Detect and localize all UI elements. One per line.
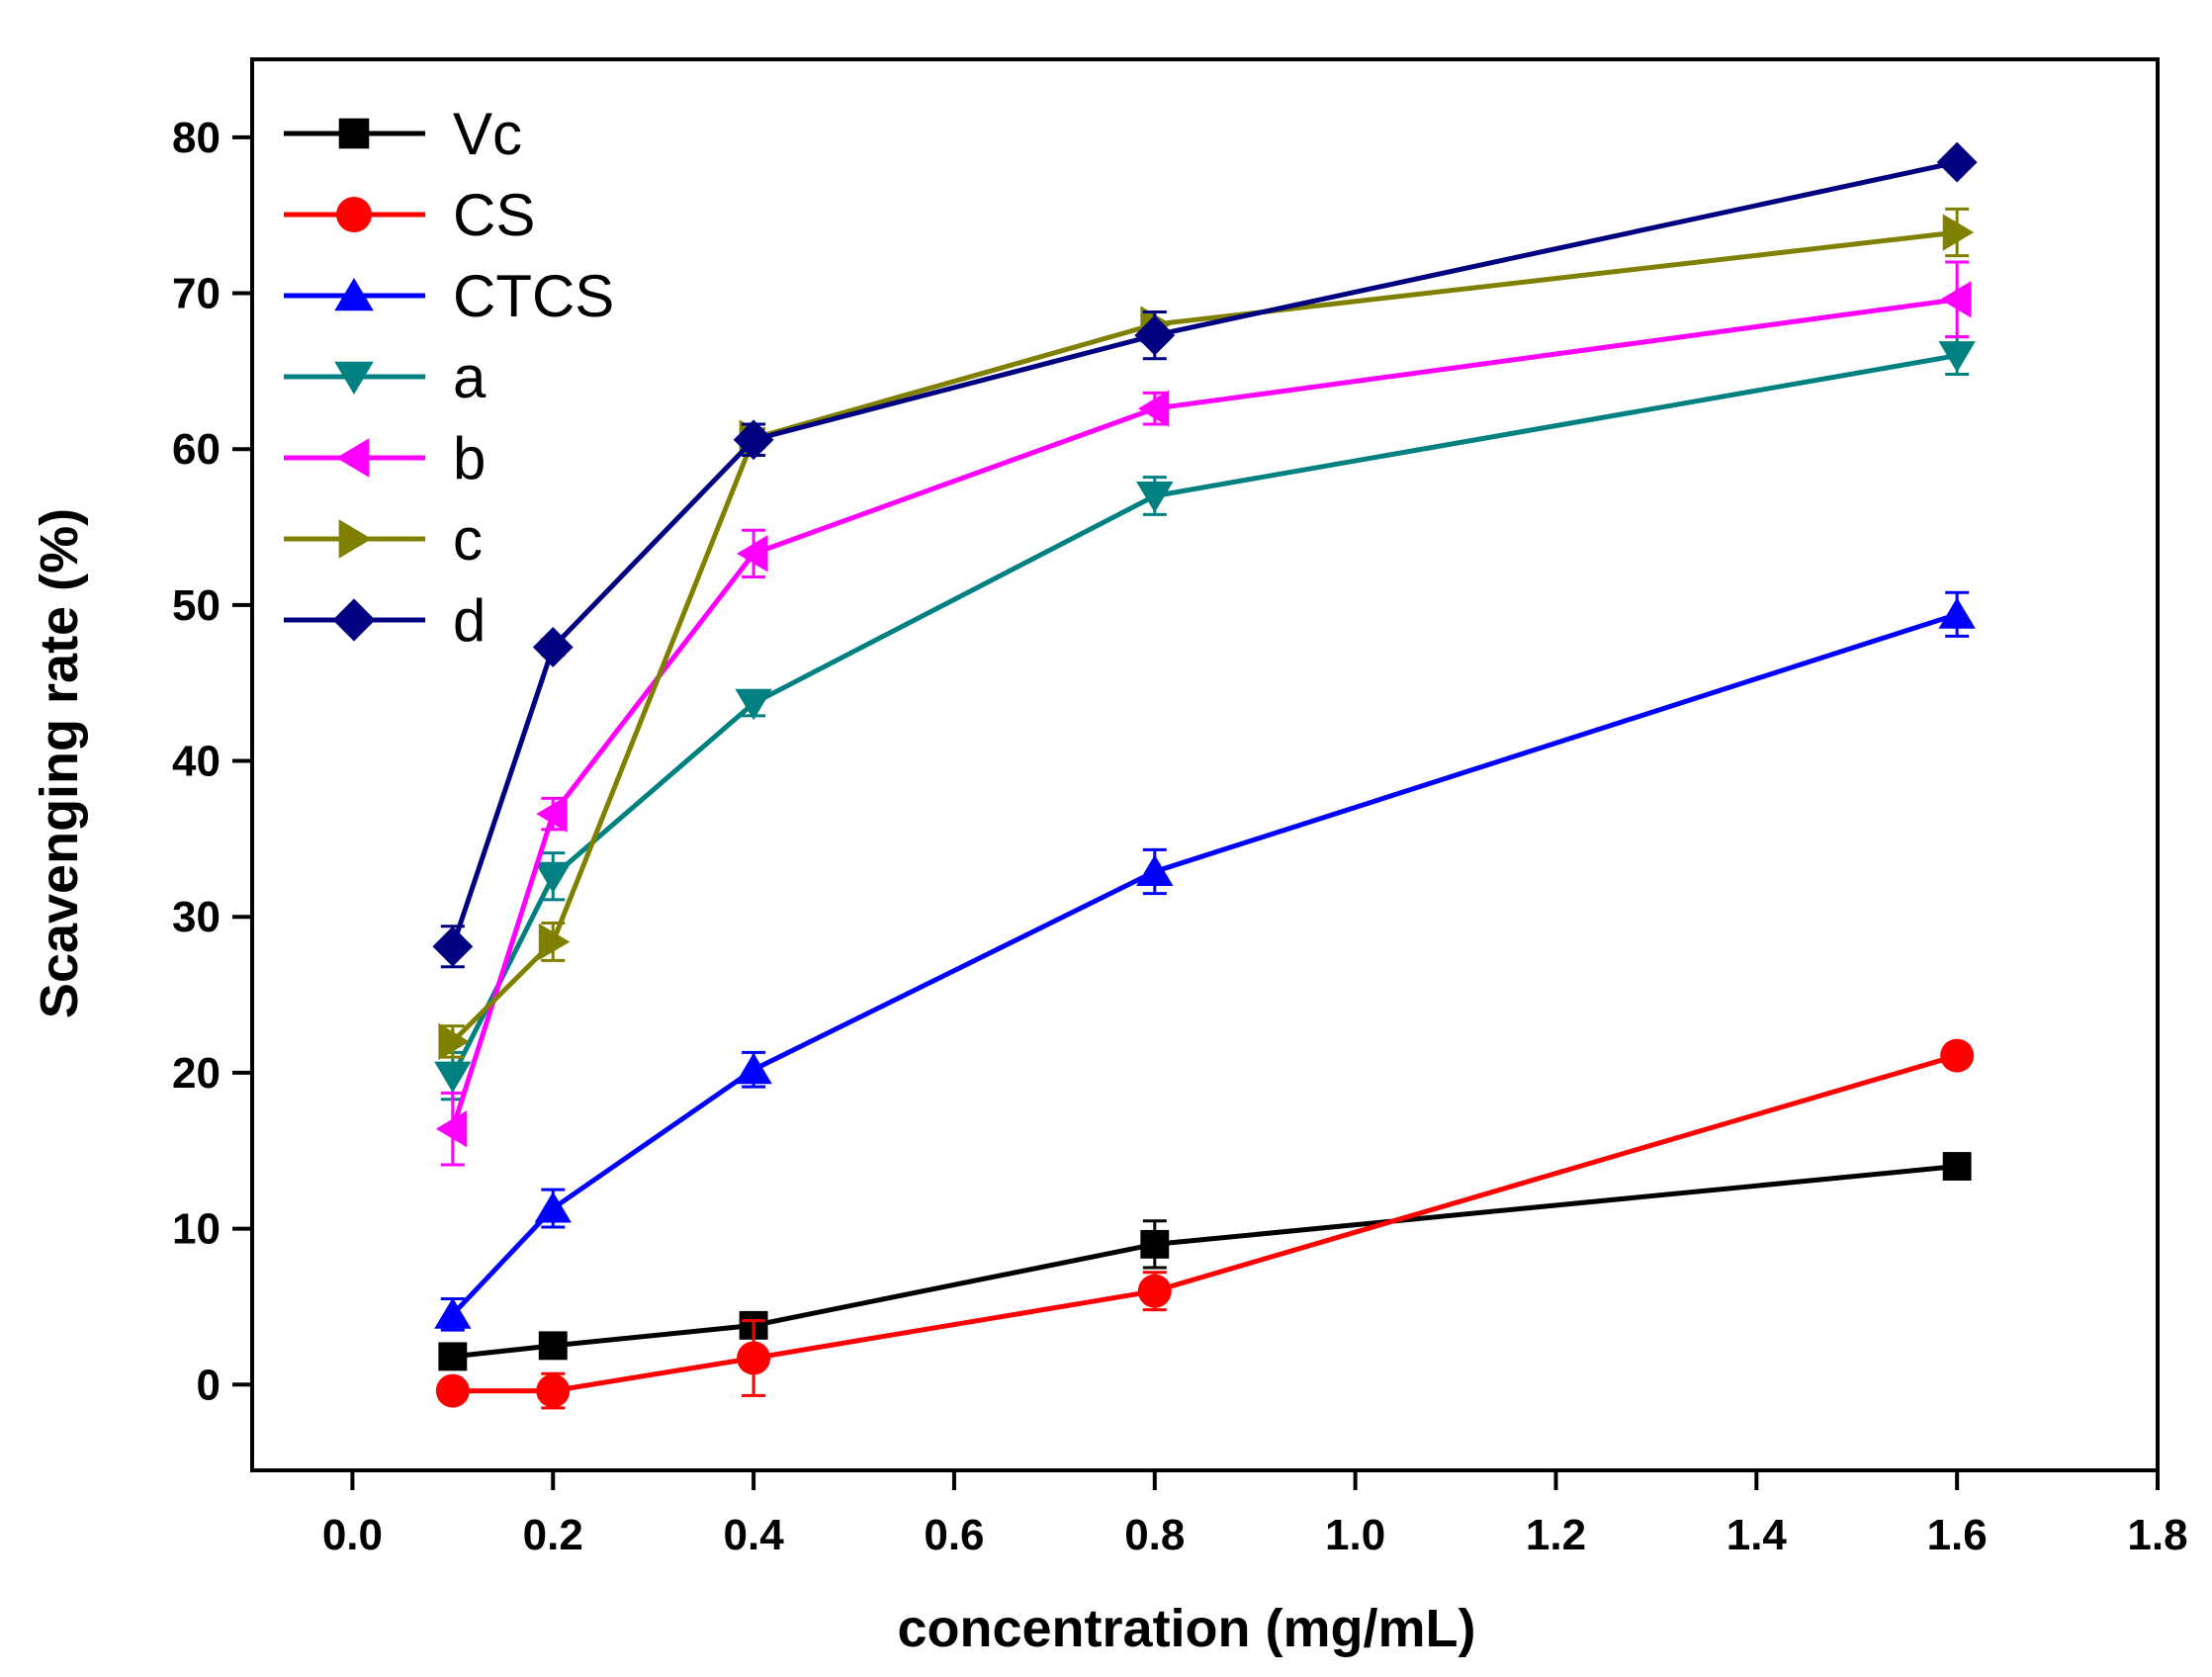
data-point-ctcs — [434, 1297, 472, 1329]
legend-marker-a — [334, 361, 374, 395]
x-tick-label: 1.6 — [1927, 1511, 1988, 1559]
legend-item-vc: Vc — [284, 101, 522, 167]
data-point-b — [1940, 281, 1972, 318]
data-point-cs — [536, 1373, 571, 1408]
data-point-d — [1936, 141, 1978, 183]
data-point-d — [1134, 314, 1176, 356]
data-point-vc — [1942, 1152, 1972, 1181]
series-line-ctcs — [451, 611, 1958, 1317]
legend-label-d: d — [453, 587, 486, 654]
data-point-b — [435, 1109, 468, 1148]
data-point-d — [432, 926, 474, 967]
data-point-b — [1137, 390, 1170, 427]
legend-item-d: d — [284, 587, 486, 654]
legend-item-c: c — [284, 506, 483, 573]
x-tick-label: 1.4 — [1726, 1511, 1788, 1559]
data-point-a — [735, 688, 772, 721]
legend-label-ctcs: CTCS — [453, 263, 614, 329]
data-point-c — [438, 1022, 470, 1061]
x-tick-label: 1.0 — [1325, 1511, 1385, 1559]
series-vc — [438, 1152, 1972, 1371]
series-ctcs — [434, 590, 1976, 1332]
x-tick-label: 0.6 — [924, 1511, 984, 1559]
series-d — [432, 141, 1978, 969]
series-a — [434, 335, 1976, 1102]
data-point-a — [1938, 341, 1976, 373]
y-tick-label: 50 — [172, 581, 221, 630]
y-tick-label: 0 — [197, 1361, 221, 1409]
legend-label-cs: CS — [453, 182, 535, 248]
x-tick-label: 1.8 — [2127, 1511, 2187, 1559]
y-tick-label: 70 — [172, 270, 221, 318]
data-point-vc — [438, 1342, 468, 1371]
data-point-b — [536, 795, 568, 833]
x-tick-label: 0.0 — [322, 1511, 383, 1559]
y-tick-label: 40 — [172, 738, 221, 786]
data-point-ctcs — [735, 1052, 772, 1085]
data-point-d — [532, 627, 574, 667]
series-b — [435, 260, 1972, 1167]
series-line-d — [450, 159, 1958, 947]
legend-item-cs: CS — [284, 182, 535, 248]
plot-frame — [250, 57, 2160, 1472]
y-tick-label: 20 — [172, 1049, 221, 1098]
data-point-a — [1136, 482, 1174, 513]
series-line-cs — [452, 1053, 1958, 1394]
y-tick-label: 10 — [172, 1205, 221, 1254]
x-axis-title: concentration (mg/mL) — [897, 1599, 1475, 1658]
legend-label-vc: Vc — [453, 101, 522, 167]
series-line-vc — [452, 1164, 1958, 1360]
data-point-d — [733, 419, 774, 461]
legend-marker-vc — [338, 118, 370, 149]
data-point-a — [434, 1061, 472, 1094]
data-point-cs — [435, 1373, 470, 1408]
y-tick-label: 60 — [172, 425, 221, 474]
y-axis-title: Scavenging rate (%) — [30, 508, 89, 1018]
legend-item-a: a — [284, 344, 487, 410]
data-point-a — [534, 861, 572, 894]
data-point-ctcs — [534, 1192, 572, 1223]
data-point-b — [737, 535, 768, 573]
series-c — [438, 207, 1975, 1061]
x-tick-label: 1.2 — [1526, 1511, 1586, 1559]
legend-marker-d — [332, 598, 376, 642]
legend-marker-b — [336, 438, 370, 478]
series-cs — [435, 1038, 1975, 1410]
data-point-cs — [1137, 1274, 1172, 1308]
data-point-vc — [538, 1331, 568, 1361]
x-tick-label: 0.2 — [523, 1511, 583, 1559]
series-line-b — [450, 297, 1958, 1130]
data-point-c — [1942, 214, 1975, 251]
x-axis: 0.0 0.2 0.4 0.6 0.8 1.0 1.2 1.4 1.6 1.8 — [322, 1470, 2188, 1559]
legend-marker-c — [338, 519, 372, 559]
series-layer — [432, 141, 1978, 1410]
legend-marker-cs — [336, 197, 372, 232]
data-point-vc — [1140, 1229, 1170, 1259]
legend-label-b: b — [453, 425, 486, 491]
x-tick-label: 0.8 — [1124, 1511, 1185, 1559]
data-point-ctcs — [1136, 854, 1174, 886]
legend-marker-ctcs — [334, 278, 374, 311]
series-line-a — [450, 353, 1958, 1078]
legend-item-ctcs: CTCS — [284, 263, 614, 329]
x-tick-label: 0.4 — [724, 1511, 785, 1559]
y-axis: 0 10 20 30 40 50 60 70 80 — [172, 114, 252, 1409]
data-point-cs — [1940, 1038, 1975, 1073]
legend-item-b: b — [284, 425, 486, 491]
legend-label-c: c — [453, 506, 483, 573]
series-line-c — [451, 229, 1958, 1044]
data-point-cs — [737, 1341, 771, 1375]
data-point-c — [538, 923, 571, 961]
y-tick-label: 80 — [172, 114, 221, 162]
data-point-ctcs — [1938, 597, 1976, 629]
legend-label-a: a — [453, 344, 487, 410]
y-tick-label: 30 — [172, 893, 221, 941]
